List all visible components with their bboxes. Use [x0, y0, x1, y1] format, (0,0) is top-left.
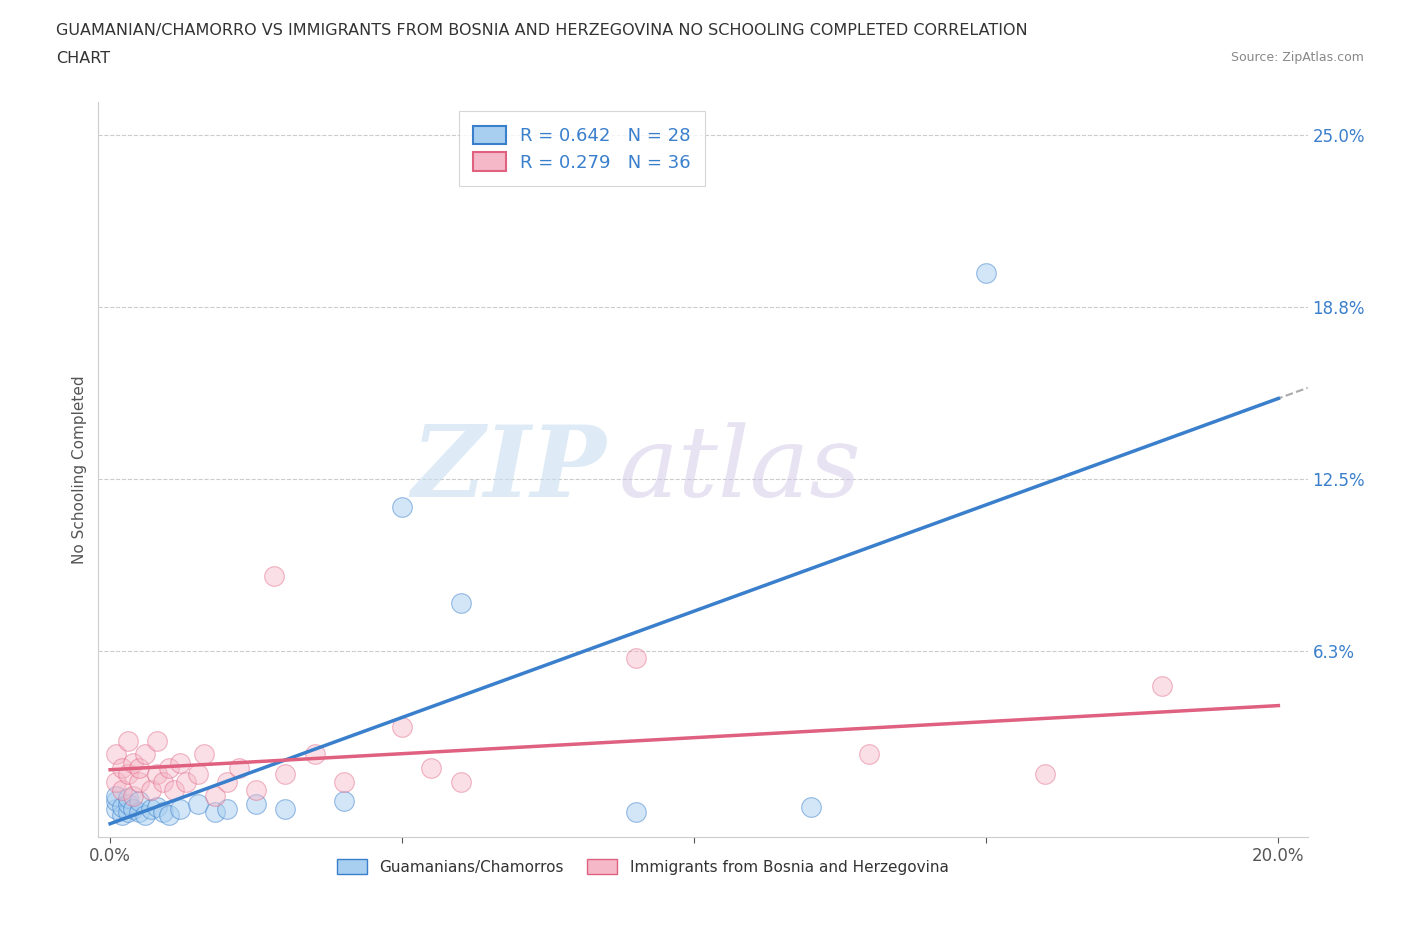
Point	[169, 755, 191, 770]
Point	[111, 807, 134, 822]
Point	[204, 804, 226, 819]
Point	[139, 802, 162, 817]
Point	[128, 761, 150, 776]
Point	[420, 761, 443, 776]
Point	[134, 807, 156, 822]
Point	[157, 761, 180, 776]
Point	[204, 789, 226, 804]
Point	[274, 766, 297, 781]
Point	[111, 799, 134, 814]
Point	[104, 775, 127, 790]
Point	[104, 789, 127, 804]
Point	[391, 720, 413, 735]
Point	[111, 783, 134, 798]
Point	[152, 804, 174, 819]
Point	[624, 651, 647, 666]
Point	[146, 733, 169, 748]
Point	[104, 794, 127, 809]
Text: Source: ZipAtlas.com: Source: ZipAtlas.com	[1230, 51, 1364, 64]
Point	[187, 766, 209, 781]
Text: GUAMANIAN/CHAMORRO VS IMMIGRANTS FROM BOSNIA AND HERZEGOVINA NO SCHOOLING COMPLE: GUAMANIAN/CHAMORRO VS IMMIGRANTS FROM BO…	[56, 23, 1028, 38]
Point	[117, 766, 139, 781]
Point	[450, 775, 472, 790]
Text: ZIP: ZIP	[412, 421, 606, 518]
Point	[215, 775, 238, 790]
Point	[169, 802, 191, 817]
Point	[450, 596, 472, 611]
Point	[128, 775, 150, 790]
Legend: Guamanians/Chamorros, Immigrants from Bosnia and Herzegovina: Guamanians/Chamorros, Immigrants from Bo…	[330, 853, 955, 881]
Point	[104, 802, 127, 817]
Point	[111, 761, 134, 776]
Point	[117, 804, 139, 819]
Point	[245, 783, 267, 798]
Point	[274, 802, 297, 817]
Point	[1150, 678, 1173, 693]
Point	[215, 802, 238, 817]
Text: CHART: CHART	[56, 51, 110, 66]
Point	[139, 783, 162, 798]
Point	[146, 799, 169, 814]
Point	[134, 747, 156, 762]
Point	[122, 802, 145, 817]
Point	[146, 766, 169, 781]
Point	[122, 755, 145, 770]
Point	[858, 747, 880, 762]
Point	[800, 799, 823, 814]
Point	[117, 733, 139, 748]
Point	[263, 568, 285, 583]
Point	[157, 807, 180, 822]
Point	[128, 804, 150, 819]
Point	[304, 747, 326, 762]
Point	[624, 804, 647, 819]
Point	[104, 747, 127, 762]
Point	[193, 747, 215, 762]
Point	[174, 775, 197, 790]
Point	[332, 794, 354, 809]
Point	[117, 791, 139, 806]
Y-axis label: No Schooling Completed: No Schooling Completed	[72, 376, 87, 564]
Point	[122, 789, 145, 804]
Point	[163, 783, 186, 798]
Point	[332, 775, 354, 790]
Point	[187, 796, 209, 811]
Point	[974, 265, 997, 280]
Point	[117, 796, 139, 811]
Point	[152, 775, 174, 790]
Point	[128, 794, 150, 809]
Point	[245, 796, 267, 811]
Text: atlas: atlas	[619, 422, 860, 517]
Point	[228, 761, 250, 776]
Point	[1033, 766, 1056, 781]
Point	[391, 499, 413, 514]
